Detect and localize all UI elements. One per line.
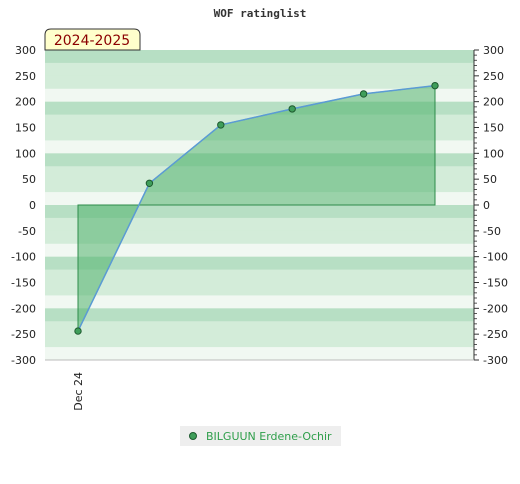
background-band [45, 269, 474, 283]
chart-title: WOF ratinglist [214, 7, 307, 20]
y-axis-right: 300 250 200 150 100 50 0 -50 -100 -150 -200 -250 -30… [473, 44, 508, 367]
background-band [45, 295, 474, 309]
background-band [45, 230, 474, 245]
x-tick-label: Dec 24 [72, 372, 85, 411]
background-band [45, 308, 474, 322]
y-tick-label-right: 250 [483, 70, 504, 83]
y-tick-label-right: 200 [483, 96, 504, 109]
legend-series-name: BILGUUN Erdene-Ochir [206, 430, 332, 443]
y-tick-label-left: 0 [29, 199, 36, 212]
y-tick-label-left: 200 [15, 96, 36, 109]
legend-marker [189, 432, 197, 440]
y-tick-label-right: -50 [483, 225, 501, 238]
y-tick-label-left: 100 [15, 147, 36, 160]
x-axis: Dec 24 [45, 359, 474, 411]
y-tick-label-left: -250 [11, 328, 36, 341]
background-band [45, 205, 474, 219]
area-layer [74, 81, 439, 335]
background-band [45, 321, 474, 335]
y-tick-label-left: 300 [15, 44, 36, 57]
y-axis-left: 300 250 200 150 100 50 0 -50 -100 -150 -200 -250 -30… [11, 44, 36, 367]
y-tick-label-left: -300 [11, 354, 36, 367]
data-point [145, 179, 154, 188]
background-band [45, 243, 474, 258]
legend-box [180, 426, 341, 446]
y-tick-label-left: 150 [15, 122, 36, 135]
y-tick-label-right: -250 [483, 328, 508, 341]
background-band [45, 282, 474, 296]
y-tick-label-right: -150 [483, 277, 508, 290]
legend: BILGUUN Erdene-Ochir [180, 426, 341, 446]
y-tick-label-right: 50 [483, 173, 497, 186]
background-band [45, 75, 474, 90]
y-tick-label-right: 0 [483, 199, 490, 212]
y-tick-label-right: 150 [483, 122, 504, 135]
y-tick-label-left: -200 [11, 302, 36, 315]
data-point [74, 327, 82, 335]
y-tick-label-left: -100 [11, 251, 36, 264]
background-band [45, 62, 474, 77]
season-badge-box [44, 28, 141, 51]
background-band [45, 50, 474, 64]
data-point [217, 121, 225, 129]
y-tick-label-left: 250 [15, 70, 36, 83]
background-band [45, 217, 474, 232]
y-tick-label-left: -150 [11, 277, 36, 290]
y-tick-label-left: -50 [18, 225, 36, 238]
y-tick-label-right: -100 [483, 251, 508, 264]
data-point [359, 90, 368, 98]
season-label: 2024-2025 [54, 33, 130, 49]
y-tick-label-right: -300 [483, 354, 508, 367]
y-tick-label-left: 50 [22, 173, 36, 186]
y-tick-label-right: 300 [483, 44, 504, 57]
background-band [45, 256, 474, 271]
data-point [288, 105, 296, 113]
series-line [77, 84, 436, 332]
y-tick-label-right: 100 [483, 147, 504, 160]
season-badge: 2024-2025 [44, 28, 141, 51]
background-band [45, 334, 474, 348]
background-band [45, 347, 474, 361]
y-tick-label-right: -200 [483, 302, 508, 315]
data-point [431, 81, 439, 90]
